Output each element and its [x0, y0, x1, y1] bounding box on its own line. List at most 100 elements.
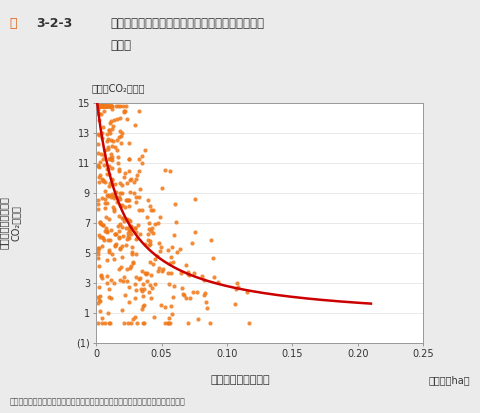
Point	[108, 176, 115, 183]
Point	[163, 320, 171, 327]
Point	[95, 103, 103, 109]
Point	[98, 103, 106, 109]
Point	[172, 219, 180, 225]
Point	[130, 189, 137, 196]
Point	[107, 294, 114, 301]
Point	[115, 234, 122, 241]
Point	[147, 271, 155, 278]
Point	[94, 141, 101, 147]
Point	[115, 235, 123, 242]
Point	[105, 286, 113, 292]
Point	[96, 292, 104, 299]
Point	[126, 320, 134, 327]
Point	[170, 282, 178, 289]
Point	[111, 231, 119, 237]
Point	[156, 214, 163, 221]
Point	[120, 174, 128, 180]
Point	[101, 225, 109, 231]
Point	[96, 151, 104, 158]
Point	[107, 103, 114, 109]
Point	[101, 188, 108, 195]
Point	[105, 163, 113, 169]
Text: １人当たり全自動車
CO₂排出量: １人当たり全自動車 CO₂排出量	[0, 197, 20, 249]
Point	[147, 207, 155, 214]
Point	[94, 109, 102, 116]
Point	[96, 218, 103, 225]
Point	[94, 106, 101, 113]
Point	[99, 221, 107, 228]
Point	[99, 103, 107, 109]
Point	[103, 256, 110, 263]
Point	[104, 103, 112, 109]
Point	[143, 278, 150, 285]
Point	[135, 155, 143, 162]
Point	[95, 245, 102, 252]
Point	[107, 151, 115, 158]
Point	[122, 225, 130, 232]
Point	[117, 263, 125, 270]
Point	[182, 294, 190, 301]
Point	[131, 225, 139, 231]
Point	[164, 320, 172, 327]
Point	[112, 188, 120, 195]
Point	[96, 103, 103, 109]
Point	[158, 268, 166, 274]
Point	[190, 269, 198, 276]
Point	[97, 103, 105, 109]
Point	[100, 178, 108, 185]
Point	[115, 228, 122, 235]
Point	[121, 203, 129, 210]
Point	[105, 320, 113, 327]
Point	[94, 300, 101, 306]
Point	[103, 280, 110, 286]
Point	[146, 281, 154, 288]
Point	[156, 244, 164, 250]
Point	[98, 103, 106, 109]
Point	[121, 169, 129, 176]
Point	[127, 176, 134, 183]
Point	[158, 185, 166, 191]
Point	[118, 243, 125, 249]
Point	[146, 227, 154, 234]
Point	[113, 199, 120, 206]
Point	[98, 233, 106, 240]
Point	[155, 240, 162, 246]
Point	[133, 320, 141, 327]
Text: （千人／ha）: （千人／ha）	[427, 375, 469, 385]
Point	[94, 163, 101, 169]
Point	[105, 183, 112, 190]
Point	[123, 197, 131, 203]
Point	[123, 266, 131, 273]
Point	[95, 103, 102, 109]
Point	[108, 106, 115, 113]
Point	[145, 220, 153, 226]
Point	[133, 172, 141, 179]
Point	[244, 320, 252, 327]
Point	[109, 203, 117, 210]
Point	[107, 194, 115, 201]
Point	[108, 123, 116, 129]
Point	[94, 247, 101, 254]
Point	[96, 103, 103, 109]
Point	[96, 171, 103, 178]
Point	[94, 131, 101, 138]
Point	[106, 130, 113, 136]
Point	[124, 233, 132, 239]
Point	[125, 140, 132, 146]
Point	[99, 103, 107, 109]
Point	[94, 294, 101, 300]
Point	[116, 115, 124, 121]
Point	[108, 181, 116, 188]
Point	[96, 103, 103, 109]
Point	[149, 206, 157, 213]
Point	[128, 251, 135, 257]
Point	[95, 103, 103, 109]
Point	[132, 228, 139, 235]
Point	[124, 320, 132, 327]
Point	[97, 103, 105, 109]
Point	[146, 238, 154, 244]
Point	[99, 176, 107, 183]
Point	[120, 108, 127, 114]
Point	[121, 103, 129, 109]
Point	[119, 278, 126, 285]
